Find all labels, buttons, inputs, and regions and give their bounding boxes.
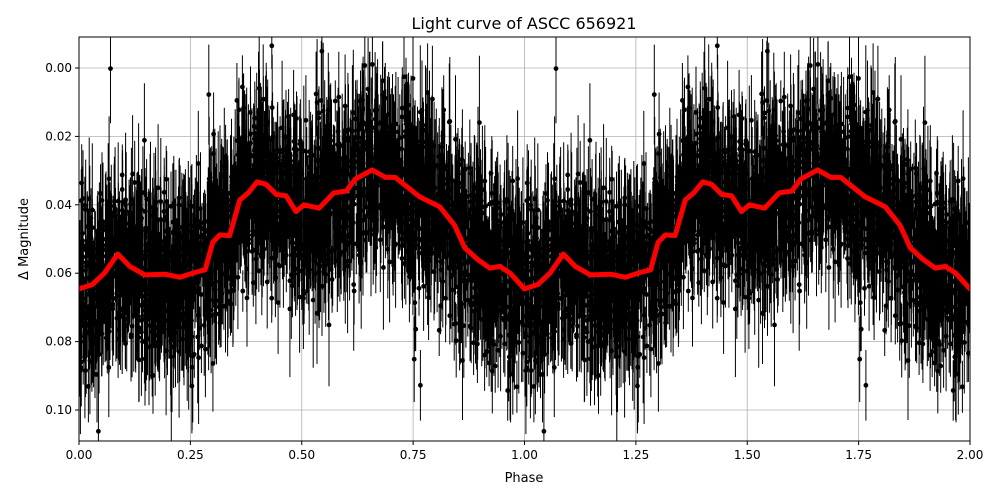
y-axis-ticks: 0.00 0.02 0.04 0.06 0.08 0.10 bbox=[45, 61, 79, 417]
x-tick-label: 0.50 bbox=[288, 448, 315, 462]
x-axis-label: Phase bbox=[505, 471, 544, 486]
x-axis-ticks: 0.00 0.25 0.50 0.75 1.00 1.25 1.50 1.75 2.00 bbox=[66, 441, 984, 462]
x-tick-label: 0.75 bbox=[400, 448, 427, 462]
x-tick-label: 1.75 bbox=[845, 448, 872, 462]
x-tick-label: 1.00 bbox=[511, 448, 538, 462]
y-tick-label: 0.10 bbox=[45, 403, 72, 417]
y-tick-label: 0.02 bbox=[45, 129, 72, 143]
y-tick-label: 0.00 bbox=[45, 61, 72, 75]
y-tick-label: 0.08 bbox=[45, 335, 72, 349]
x-tick-label: 1.25 bbox=[623, 448, 650, 462]
chart-title: Light curve of ASCC 656921 bbox=[411, 14, 636, 33]
y-tick-label: 0.06 bbox=[45, 266, 72, 280]
y-tick-label: 0.04 bbox=[45, 198, 72, 212]
y-axis-label: Δ Magnitude bbox=[17, 198, 32, 280]
x-tick-label: 1.50 bbox=[734, 448, 761, 462]
x-tick-label: 0.25 bbox=[177, 448, 204, 462]
x-tick-label: 2.00 bbox=[957, 448, 984, 462]
x-tick-label: 0.00 bbox=[66, 448, 93, 462]
